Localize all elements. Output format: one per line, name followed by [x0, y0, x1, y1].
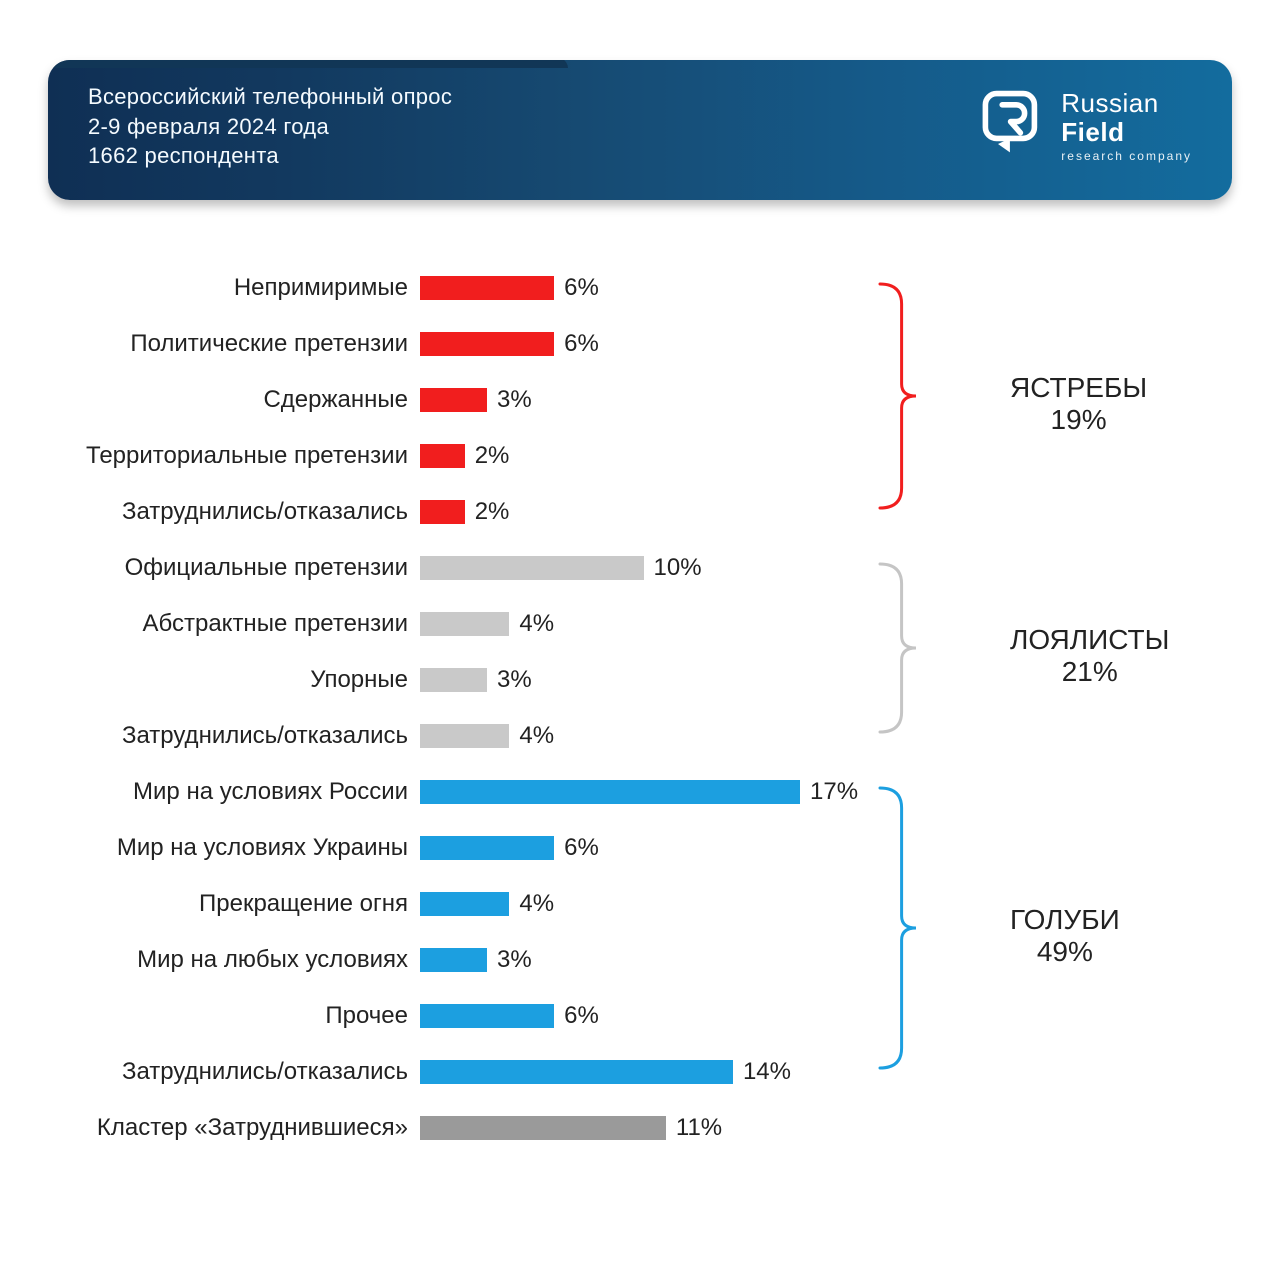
bar-label: Непримиримые: [60, 274, 420, 302]
chart-row: Кластер «Затруднившиеся» 11%: [60, 1100, 1220, 1156]
bar-value: 17%: [810, 778, 858, 806]
bar-value: 3%: [497, 386, 532, 414]
chart-row: Официальные претензии 10%: [60, 540, 1220, 596]
bar-wrap: 10%: [420, 554, 1220, 582]
chart-row: Затруднились/отказались 2%: [60, 484, 1220, 540]
bar: [420, 780, 800, 804]
chart-row: Политические претензии 6%: [60, 316, 1220, 372]
bar-label: Прочее: [60, 1002, 420, 1030]
bar-wrap: 6%: [420, 834, 1220, 862]
bar: [420, 836, 554, 860]
bar-label: Мир на условиях Украины: [60, 834, 420, 862]
group-brace: [880, 284, 924, 516]
bar-label: Упорные: [60, 666, 420, 694]
header-banner: Всероссийский телефонный опрос 2-9 февра…: [48, 60, 1232, 200]
group-label: ЛОЯЛИСТЫ21%: [1010, 624, 1169, 688]
bar-wrap: 6%: [420, 1002, 1220, 1030]
group-name: ЯСТРЕБЫ: [1010, 372, 1147, 403]
bar: [420, 1116, 666, 1140]
bar-label: Затруднились/отказались: [60, 498, 420, 526]
bar: [420, 276, 554, 300]
bar-value: 3%: [497, 666, 532, 694]
bar-wrap: 2%: [420, 498, 1220, 526]
bar-value: 6%: [564, 834, 599, 862]
bar-value: 11%: [676, 1114, 722, 1142]
group-percent: 49%: [1010, 936, 1120, 968]
bar-value: 10%: [654, 554, 702, 582]
group-brace: [880, 788, 924, 1076]
bar-label: Затруднились/отказались: [60, 1058, 420, 1086]
bar-label: Сдержанные: [60, 386, 420, 414]
bar-value: 6%: [564, 274, 599, 302]
bar: [420, 332, 554, 356]
chart-row: Затруднились/отказались 4%: [60, 708, 1220, 764]
bar-label: Прекращение огня: [60, 890, 420, 918]
bar-wrap: 6%: [420, 330, 1220, 358]
chart-row: Затруднились/отказались 14%: [60, 1044, 1220, 1100]
brand-logo: Russian Field research company: [977, 88, 1192, 163]
banner-tab: [48, 60, 568, 68]
group-label: ЯСТРЕБЫ19%: [1010, 372, 1147, 436]
group-percent: 19%: [1010, 404, 1147, 436]
bar-value: 4%: [519, 890, 554, 918]
bar: [420, 388, 487, 412]
bar-label: Затруднились/отказались: [60, 722, 420, 750]
chart-row: Непримиримые 6%: [60, 260, 1220, 316]
bar: [420, 1004, 554, 1028]
bar: [420, 668, 487, 692]
bar-label: Кластер «Затруднившиеся»: [60, 1114, 420, 1142]
bar-label: Абстрактные претензии: [60, 610, 420, 638]
group-percent: 21%: [1010, 656, 1169, 688]
bar-wrap: 11%: [420, 1114, 1220, 1142]
bar: [420, 556, 644, 580]
chart-row: Прочее 6%: [60, 988, 1220, 1044]
bar-value: 4%: [519, 722, 554, 750]
bar-value: 2%: [475, 498, 510, 526]
brand-sub: research company: [1061, 149, 1192, 163]
group-name: ЛОЯЛИСТЫ: [1010, 624, 1169, 655]
bar: [420, 612, 509, 636]
bar-wrap: 17%: [420, 778, 1220, 806]
bar-label: Политические претензии: [60, 330, 420, 358]
bar-label: Территориальные претензии: [60, 442, 420, 470]
bar-value: 6%: [564, 330, 599, 358]
bar-value: 4%: [519, 610, 554, 638]
bar-value: 3%: [497, 946, 532, 974]
bar-wrap: 6%: [420, 274, 1220, 302]
bar-value: 2%: [475, 442, 510, 470]
bar: [420, 444, 465, 468]
brand-bottom: Field: [1061, 119, 1192, 145]
bar-label: Мир на условиях России: [60, 778, 420, 806]
logo-text: Russian Field research company: [1061, 88, 1192, 163]
bar: [420, 500, 465, 524]
bar: [420, 1060, 733, 1084]
bar-label: Мир на любых условиях: [60, 946, 420, 974]
chart-row: Мир на условиях Украины 6%: [60, 820, 1220, 876]
bar-wrap: 14%: [420, 1058, 1220, 1086]
bar-value: 6%: [564, 1002, 599, 1030]
chart-row: Территориальные претензии 2%: [60, 428, 1220, 484]
chart-row: Мир на условиях России 17%: [60, 764, 1220, 820]
bar: [420, 724, 509, 748]
bar-wrap: 2%: [420, 442, 1220, 470]
group-name: ГОЛУБИ: [1010, 904, 1120, 935]
bar-label: Официальные претензии: [60, 554, 420, 582]
group-label: ГОЛУБИ49%: [1010, 904, 1120, 968]
bar: [420, 948, 487, 972]
bar-chart: Непримиримые 6% Политические претензии 6% Сд…: [60, 260, 1220, 1240]
logo-icon: [977, 88, 1047, 163]
bar-value: 14%: [743, 1058, 791, 1086]
bar: [420, 892, 509, 916]
bar-wrap: 4%: [420, 722, 1220, 750]
group-brace: [880, 564, 924, 740]
brand-top: Russian: [1061, 88, 1192, 119]
